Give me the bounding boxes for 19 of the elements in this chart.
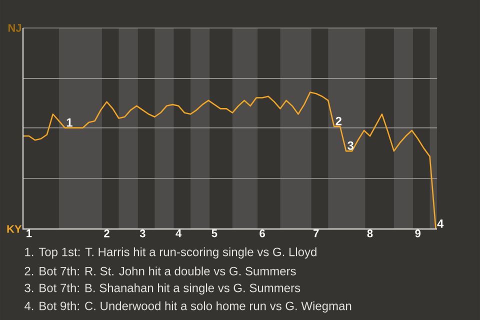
text: 2. Bot 7th: R. St. John hit a double vs G. Summers — [24, 266, 296, 276]
text: 3. Bot 7th: B. Shanahan hit a single vs G. Summers — [24, 283, 300, 295]
text: KY — [7, 225, 22, 233]
annotation: 1 — [66, 118, 72, 127]
text: 4. Bot 9th: C. Underwood hit a solo home run vs G. Wiegman — [24, 301, 352, 313]
text: 1. Top 1st: T. Harris hit a run-scoring single vs G. Lloyd — [25, 247, 316, 259]
x-tick-label: 8 — [367, 230, 373, 238]
annotation: 3 — [348, 141, 354, 150]
text: NJ — [8, 24, 22, 32]
x-tick-label: 6 — [260, 230, 265, 238]
x-tick-label: 4 — [176, 230, 182, 238]
x-tick-label: 3 — [140, 230, 146, 238]
x-tick-label: 5 — [212, 230, 218, 238]
x-tick-label: 7 — [314, 230, 319, 238]
annotation: 2 — [336, 116, 342, 126]
annotation: 4 — [437, 220, 444, 228]
x-tick-label: 1 — [26, 230, 32, 238]
x-tick-label: 9 — [415, 230, 421, 238]
x-tick-label: 2 — [104, 230, 110, 238]
